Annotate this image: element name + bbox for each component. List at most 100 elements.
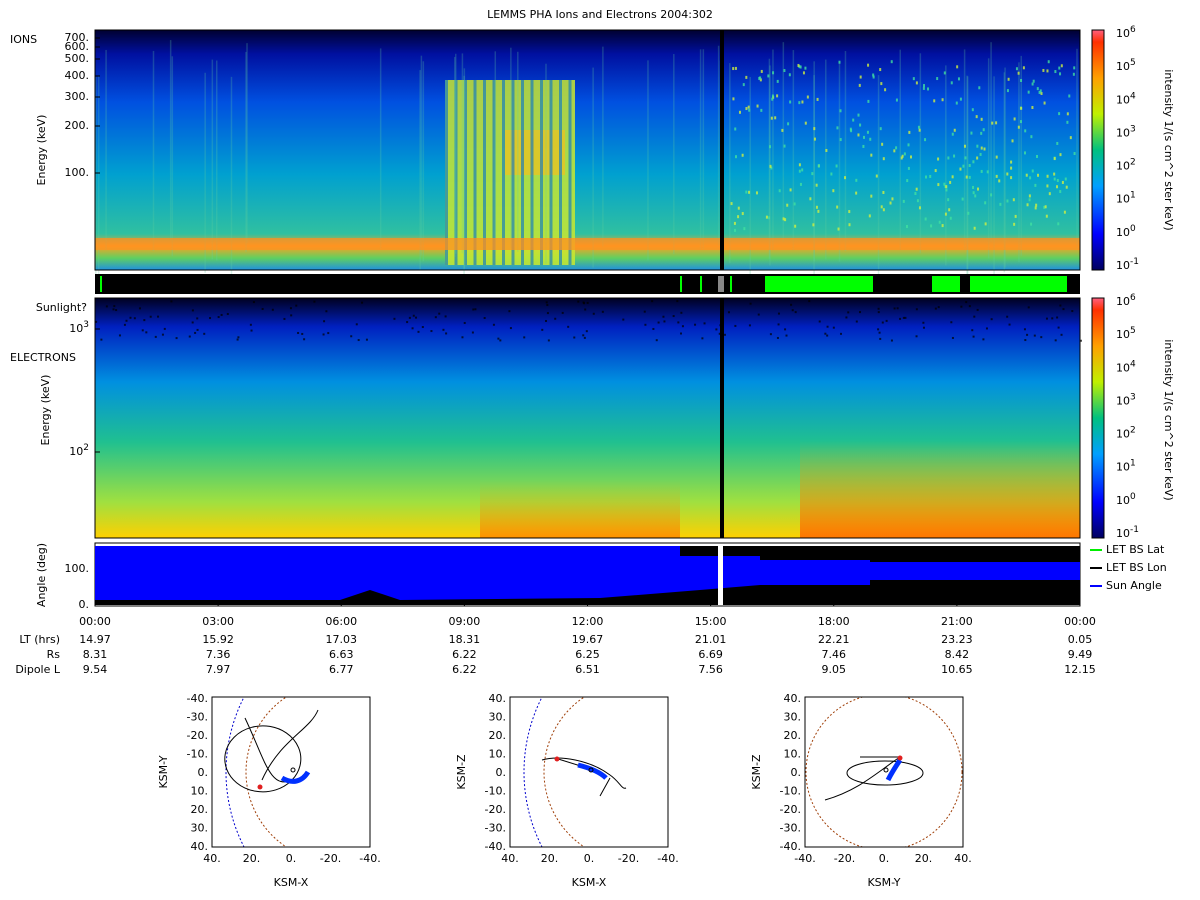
colorbar-label: intensity 1/(s cm^2 ster keV) [1162, 69, 1175, 230]
electron-speck [434, 316, 437, 319]
ion-speck [855, 178, 858, 182]
ion-speck [881, 142, 884, 146]
ion-speck [765, 215, 768, 219]
ion-speck [922, 84, 925, 88]
ion-speck [905, 225, 908, 229]
ion-stripe [245, 51, 247, 252]
power-exponent: 1 [1130, 190, 1136, 200]
electron-speck [290, 314, 293, 317]
ion-speck [1058, 112, 1061, 116]
y-tick-label: 20. [784, 729, 802, 742]
electron-speck [785, 334, 788, 337]
ephemeris-value: 9.54 [83, 663, 108, 676]
electron-speck [249, 323, 252, 326]
ion-speck [862, 144, 865, 148]
power-base: 10 [1116, 428, 1130, 441]
electron-speck [643, 310, 646, 313]
ion-speck [830, 172, 833, 176]
ephemeris-value: 19.67 [572, 633, 604, 646]
ion-speck [872, 75, 875, 79]
electron-speck [492, 323, 495, 326]
ion-speck [1031, 82, 1034, 86]
ion-speck [951, 132, 954, 136]
ion-speck [1019, 120, 1022, 124]
ion-speck [1013, 222, 1016, 226]
electron-speck [188, 335, 191, 338]
ion-speck [906, 179, 909, 183]
electron-speck [474, 308, 477, 311]
y-tick-label: -10. [485, 785, 506, 798]
saturn [588, 767, 594, 773]
ion-speck [815, 183, 818, 187]
ion-speck [784, 218, 787, 222]
ion-speck [801, 168, 804, 172]
ion-speck [789, 100, 792, 104]
ion-speck [1069, 136, 1072, 140]
y-tick-label: 0. [79, 598, 90, 611]
ion-speck [799, 182, 802, 186]
panel-label: Sunlight? [36, 301, 87, 314]
ion-speck [1061, 180, 1064, 184]
electron-speck [463, 321, 466, 324]
ion-stripe [1004, 67, 1006, 268]
electron-speck [790, 303, 793, 306]
ion-speck [801, 100, 804, 104]
ion-speck [737, 206, 740, 210]
ion-speck [1042, 68, 1045, 72]
ion-speck [734, 228, 737, 232]
electron-speck [1027, 306, 1030, 309]
ion-speck [748, 190, 751, 194]
y-tick-label: -10. [187, 748, 208, 761]
ion-speck [743, 227, 746, 231]
ion-speck [955, 101, 958, 105]
legend-label: LET BS Lat [1106, 543, 1165, 556]
ion-speck [937, 183, 940, 187]
power-base: 10 [1116, 259, 1130, 272]
ion-speck [737, 215, 740, 219]
electron-speck [157, 315, 160, 318]
ion-speck [1010, 176, 1013, 180]
electron-speck [663, 320, 666, 323]
ion-speck [971, 108, 974, 112]
plot-bg [805, 697, 963, 847]
ion-speck [884, 88, 887, 92]
electron-speck [115, 309, 118, 312]
ephemeris-value: 23.23 [941, 633, 973, 646]
power-base: 10 [1116, 461, 1130, 474]
ephemeris-value: 7.56 [698, 663, 723, 676]
power-exponent: 6 [1130, 25, 1136, 35]
ion-stripe [877, 75, 880, 276]
ion-speck [783, 144, 786, 148]
electron-speck [567, 325, 570, 328]
ion-speck [941, 224, 944, 228]
ion-speck [1006, 172, 1009, 176]
ephemeris-value: 6.63 [329, 648, 354, 661]
ion-stripe [993, 76, 995, 277]
electron-speck [129, 316, 132, 319]
ion-stripe [1020, 55, 1022, 256]
ion-speck [949, 216, 952, 220]
electron-speck [971, 329, 974, 332]
electron-speck [123, 323, 126, 326]
ephemeris-label: LT (hrs) [19, 633, 60, 646]
ion-speck [995, 155, 998, 159]
ion-speck [973, 226, 976, 230]
electron-speck [445, 332, 448, 335]
ion-speck [908, 130, 911, 134]
y-tick-label: 100. [65, 166, 90, 179]
ephemeris-value: 12.15 [1064, 663, 1096, 676]
power-exponent: 5 [1130, 326, 1136, 336]
ion-stripe [1076, 48, 1078, 249]
ion-speck [1056, 141, 1059, 145]
electron-speck [430, 330, 433, 333]
ion-speck [1053, 157, 1056, 161]
ion-speck [825, 148, 828, 152]
ion-speck [953, 128, 956, 132]
ion-speck [1022, 66, 1025, 70]
electron-speck [355, 323, 358, 326]
electron-speck [826, 334, 829, 337]
ion-speck [918, 206, 921, 210]
x-tick-label: -40. [657, 852, 678, 865]
ion-speck [835, 164, 838, 168]
ion-speck [968, 164, 971, 168]
